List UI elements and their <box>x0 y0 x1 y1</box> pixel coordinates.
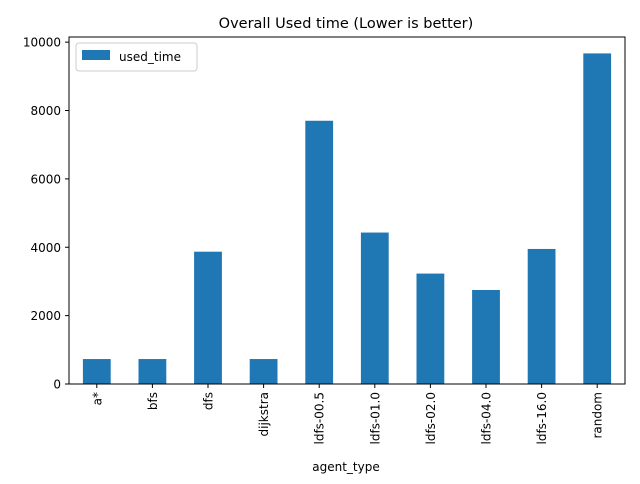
plot-frame <box>68 36 626 385</box>
y-tick-label: 6000 <box>30 172 61 186</box>
legend: used_time <box>75 42 198 72</box>
x-tick-label: ldfs-01.0 <box>368 392 382 444</box>
bar-dijkstra <box>249 359 278 384</box>
x-tick-label: ldfs-04.0 <box>480 392 494 444</box>
bar-dfs <box>194 251 222 384</box>
x-tick-label: ldfs-02.0 <box>424 392 438 444</box>
legend-label-used-time: used_time <box>119 50 181 64</box>
x-tick-label: bfs <box>146 392 160 410</box>
y-tick-label: 4000 <box>30 241 61 255</box>
bar-ldfs-02.0 <box>416 273 445 384</box>
bar-random <box>583 53 612 384</box>
y-tick-label: 10000 <box>23 36 61 50</box>
chart-title: Overall Used time (Lower is better) <box>219 16 474 32</box>
y-tick-label: 2000 <box>30 309 61 323</box>
x-tick-label: ldfs-00.5 <box>313 392 327 444</box>
bars-group <box>82 53 612 385</box>
bar-a* <box>82 359 111 384</box>
bar-ldfs-16.0 <box>527 248 556 384</box>
bar-ldfs-00.5 <box>305 120 334 385</box>
x-tick-label: dfs <box>202 392 216 410</box>
y-tick-label: 8000 <box>30 104 61 118</box>
x-tick-label: random <box>591 392 605 439</box>
x-tick-label: ldfs-16.0 <box>535 392 549 444</box>
x-axis-label: agent_type <box>312 460 379 474</box>
y-tick-label: 0 <box>53 378 61 392</box>
x-tick-label: dijkstra <box>257 392 271 436</box>
bar-bfs <box>138 359 167 384</box>
bar-ldfs-01.0 <box>360 232 389 384</box>
x-axis-ticks: a* bfs dfs dijkstra ldfs-00.5 ldfs-01.0 ldfs-0… <box>90 384 605 444</box>
y-axis-ticks: 0 2000 4000 6000 8000 10000 <box>23 36 69 392</box>
bar-ldfs-04.0 <box>472 289 500 384</box>
x-tick-label: a* <box>90 392 104 405</box>
legend-swatch <box>82 50 110 60</box>
